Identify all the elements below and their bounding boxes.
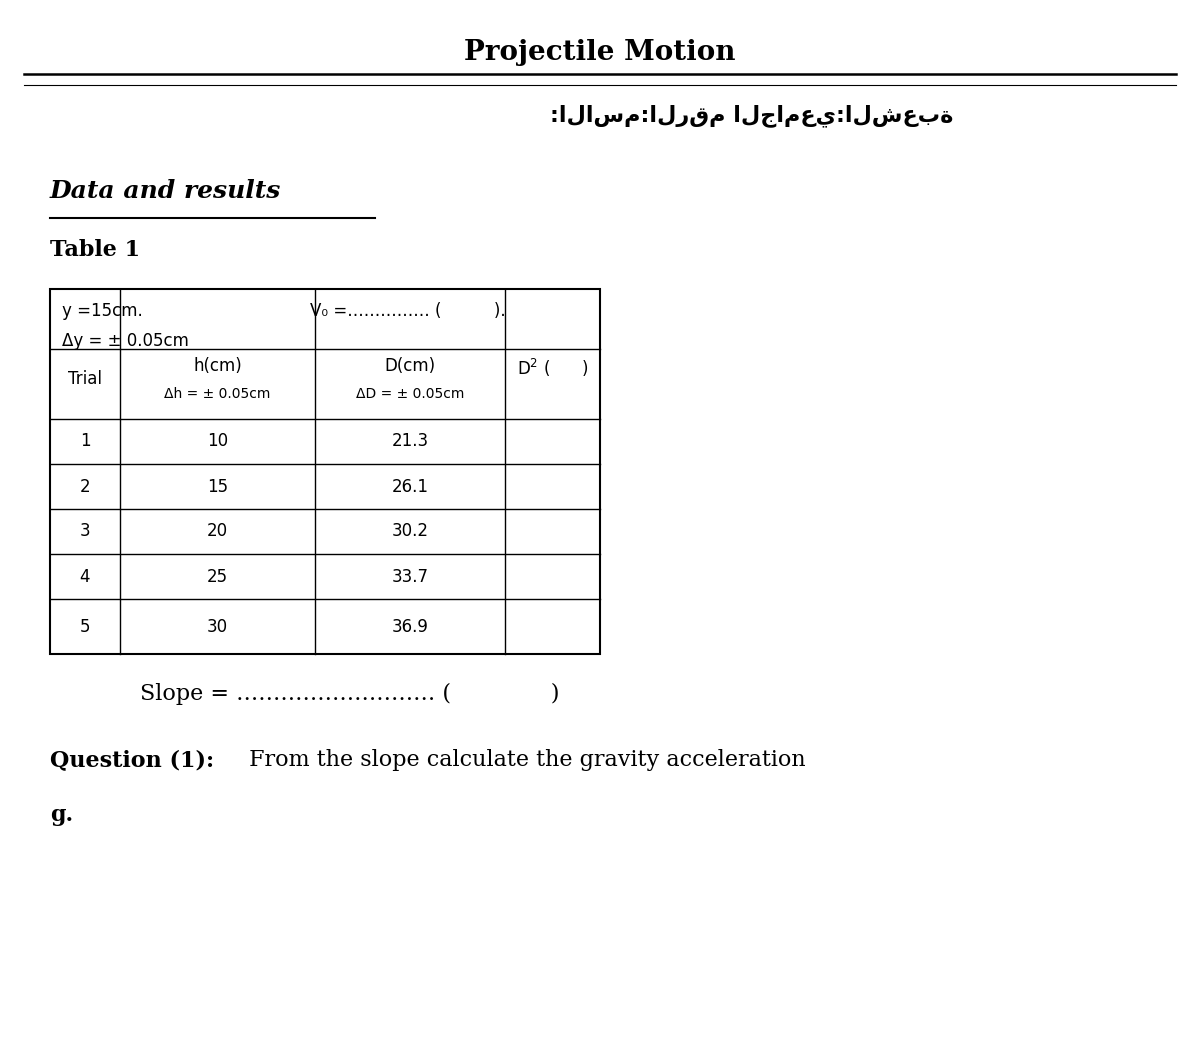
Text: 15: 15: [206, 478, 228, 496]
Text: D(cm): D(cm): [384, 357, 436, 375]
Text: 26.1: 26.1: [391, 478, 428, 496]
Text: h(cm): h(cm): [193, 357, 242, 375]
Text: Δh = ± 0.05cm: Δh = ± 0.05cm: [164, 387, 271, 401]
Text: 20: 20: [206, 522, 228, 540]
Text: ‫:الاسم:الرقم الجامعي:الشعبة: ‫:الاسم:الرقم الجامعي:الشعبة: [550, 104, 953, 127]
Text: 2: 2: [79, 478, 90, 496]
Text: D$^2$ (      ): D$^2$ ( ): [517, 357, 588, 379]
Text: From the slope calculate the gravity acceleration: From the slope calculate the gravity acc…: [242, 749, 805, 771]
Text: 5: 5: [79, 617, 90, 635]
Text: Projectile Motion: Projectile Motion: [464, 39, 736, 66]
Text: Trial: Trial: [68, 370, 102, 388]
Text: Δy = ± 0.05cm: Δy = ± 0.05cm: [62, 333, 188, 351]
Text: Question (1):: Question (1):: [50, 749, 214, 771]
Text: 33.7: 33.7: [391, 568, 428, 586]
Text: 4: 4: [79, 568, 90, 586]
Bar: [50, 289, 600, 654]
Text: ΔD = ± 0.05cm: ΔD = ± 0.05cm: [356, 387, 464, 401]
Text: 3: 3: [79, 522, 90, 540]
Text: Table 1: Table 1: [50, 239, 140, 261]
Text: 25: 25: [206, 568, 228, 586]
Text: 36.9: 36.9: [391, 617, 428, 635]
Text: 1: 1: [79, 432, 90, 450]
Text: 30: 30: [206, 617, 228, 635]
Text: g.: g.: [50, 804, 73, 826]
Text: V₀ =…………… (          ).: V₀ =…………… ( ).: [310, 302, 505, 320]
Text: 21.3: 21.3: [391, 432, 428, 450]
Text: y =15cm.: y =15cm.: [62, 302, 143, 320]
Text: Slope = ……………………… (              ): Slope = ……………………… ( ): [140, 683, 559, 705]
Text: 30.2: 30.2: [391, 522, 428, 540]
Text: 10: 10: [206, 432, 228, 450]
Text: Data and results: Data and results: [50, 179, 281, 203]
